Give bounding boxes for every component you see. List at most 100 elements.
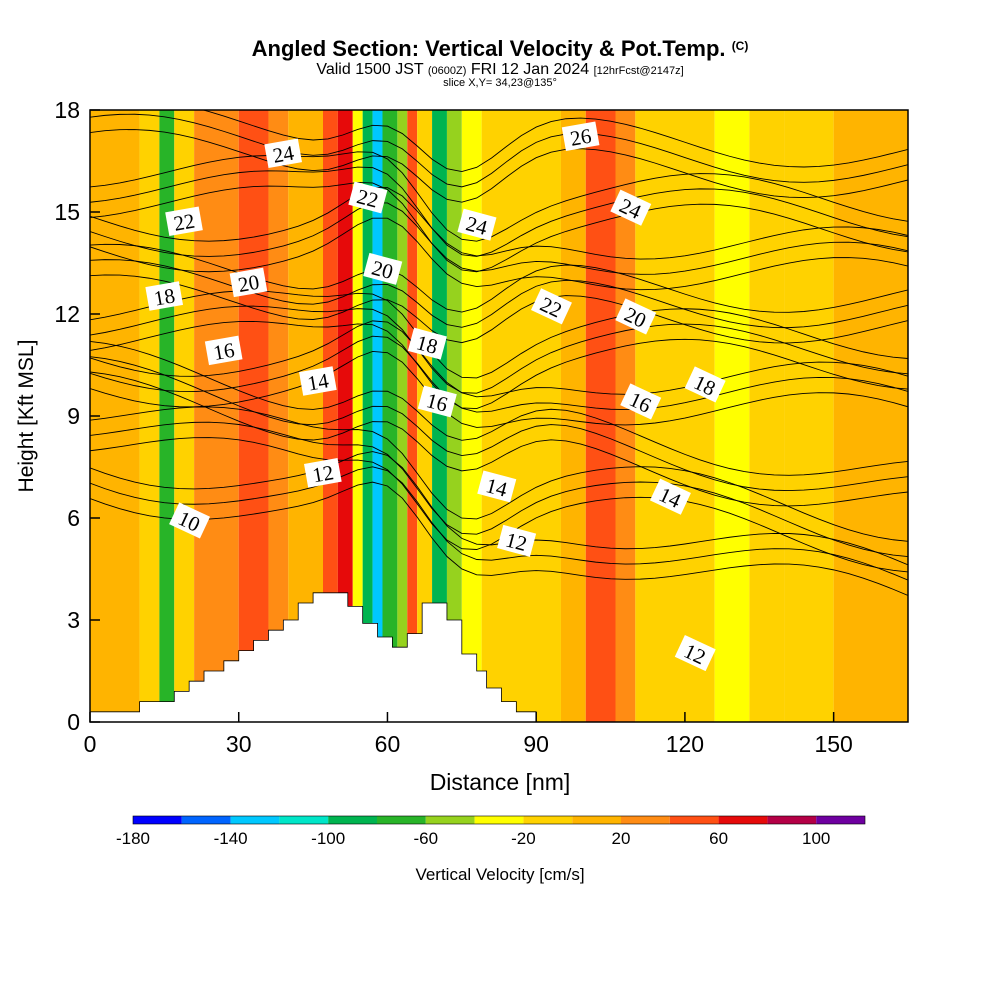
field-column-19 (461, 110, 482, 722)
colorbar-swatch-8 (523, 816, 573, 824)
y-tick-label: 18 (54, 97, 80, 123)
isentrope-18-line-2 (90, 320, 908, 409)
colorbar-tick-label: -100 (311, 829, 345, 848)
isentrope-16-line-0 (90, 320, 908, 398)
valid-date: FRI 12 Jan 2024 (470, 61, 590, 78)
copyright-mark: (C) (731, 39, 749, 53)
field-column-21 (560, 110, 586, 722)
colorbar-swatch-6 (425, 816, 475, 824)
colorbar-tick-label: 100 (802, 829, 830, 848)
y-tick-label: 12 (54, 301, 80, 327)
isentrope-label-text: 26 (568, 124, 593, 151)
isentrope-14-line-0 (90, 340, 908, 476)
field-column-4 (194, 110, 239, 722)
colorbar-tick-label: -20 (511, 829, 536, 848)
colorbar-tick-label: -60 (414, 829, 439, 848)
field-column-29 (833, 110, 908, 722)
x-tick-label: 60 (375, 731, 401, 757)
colorbar-swatch-13 (767, 816, 817, 824)
isentrope-26-line-2 (90, 129, 908, 203)
chart-title: Angled Section: Vertical Velocity & Pot.… (0, 36, 1000, 62)
field-column-6 (268, 110, 289, 722)
isentrope-label-24: 24 (264, 138, 302, 168)
field-column-1 (139, 110, 160, 722)
isentrope-26-line-1 (90, 113, 908, 188)
colorbar-swatch-3 (279, 816, 329, 824)
isentrope-label-22: 22 (165, 206, 203, 236)
y-tick-label: 15 (54, 199, 80, 225)
field-column-2 (159, 110, 175, 722)
field-column-8 (323, 110, 338, 722)
colorbar-swatch-5 (377, 816, 426, 824)
isentrope-label-22: 22 (348, 181, 388, 214)
field-column-9 (337, 110, 353, 722)
isentrope-12-line-0 (90, 406, 908, 542)
isentrope-lines (90, 110, 908, 596)
field-column-26 (714, 110, 750, 722)
isentrope-label-12: 12 (304, 458, 342, 488)
isentrope-label-text: 22 (172, 209, 197, 236)
field-column-11 (362, 110, 373, 722)
colorbar-tick-label: 60 (709, 829, 728, 848)
field-column-5 (238, 110, 269, 722)
isentrope-label-text: 16 (211, 338, 236, 365)
forecast-info: [12hrFcst@2147z] (593, 65, 684, 77)
valid-time-line: Valid 1500 JST (0600Z) FRI 12 Jan 2024 [… (0, 61, 1000, 79)
isentrope-label-24: 24 (457, 208, 497, 241)
colorbar-swatch-0 (133, 816, 182, 824)
field-column-28 (784, 110, 834, 722)
x-axis-label: Distance [nm] (430, 769, 571, 795)
isentrope-label-14: 14 (299, 366, 337, 396)
isentrope-label-18: 18 (145, 281, 184, 311)
colorbar-swatch-1 (181, 816, 231, 824)
colorbar-swatch-11 (669, 816, 719, 824)
isentrope-label-16: 16 (204, 335, 243, 366)
isentrope-label-16: 16 (417, 385, 457, 418)
field-column-23 (615, 110, 636, 722)
isentrope-10-line-2 (90, 481, 908, 596)
valid-time-zulu: (0600Z) (427, 65, 467, 77)
isentrope-label-text: 24 (271, 140, 296, 167)
isentrope-label-text: 12 (311, 460, 336, 487)
colorbar-swatch-14 (816, 816, 865, 824)
colorbar-swatch-10 (621, 816, 670, 824)
isentrope-16-line-1 (90, 335, 908, 413)
isentrope-16-line-2 (90, 351, 908, 428)
x-tick-label: 0 (84, 731, 97, 757)
valid-time-jst: Valid 1500 JST (316, 61, 424, 78)
field-column-27 (749, 110, 785, 722)
x-tick-label: 90 (523, 731, 549, 757)
colorbar-swatch-9 (572, 816, 621, 824)
field-column-3 (174, 110, 195, 722)
isentrope-label-12: 12 (497, 524, 537, 557)
isentrope-24-line-2 (90, 181, 908, 273)
y-tick-label: 3 (67, 607, 80, 633)
isentrope-22-line-2 (90, 217, 908, 291)
slice-info: slice X,Y= 34,23@135° (0, 77, 1000, 89)
isentrope-24-line-0 (90, 151, 908, 242)
terrain-polygon (90, 592, 537, 722)
isentrope-12-line-1 (90, 421, 908, 558)
isentrope-14-line-1 (90, 356, 908, 492)
colorbar-tick-label: -140 (214, 829, 248, 848)
y-axis-label: Height [Kft MSL] (15, 340, 38, 493)
isentrope-label-text: 20 (236, 270, 261, 297)
colorbar-swatch-2 (230, 816, 280, 824)
y-tick-label: 0 (67, 709, 80, 735)
field-column-13 (382, 110, 398, 722)
field-column-10 (352, 110, 363, 722)
isentrope-18-line-0 (90, 290, 908, 379)
isentrope-label-text: 18 (152, 283, 177, 310)
colorbar: -180 -140 -100 -60 -20 20 60 100 (116, 815, 866, 848)
terrain (90, 592, 537, 722)
field-column-12 (372, 110, 383, 722)
x-tick-label: 150 (814, 731, 852, 757)
isentrope-22-line-1 (90, 202, 908, 275)
slice-info-text: slice X,Y= 34,23@135° (443, 77, 557, 89)
isentrope-label-20: 20 (363, 252, 403, 285)
isentrope-14-line-2 (90, 371, 908, 507)
isentrope-10-line-1 (90, 466, 908, 581)
y-tick-label: 9 (67, 403, 80, 429)
x-tick-label: 30 (226, 731, 252, 757)
